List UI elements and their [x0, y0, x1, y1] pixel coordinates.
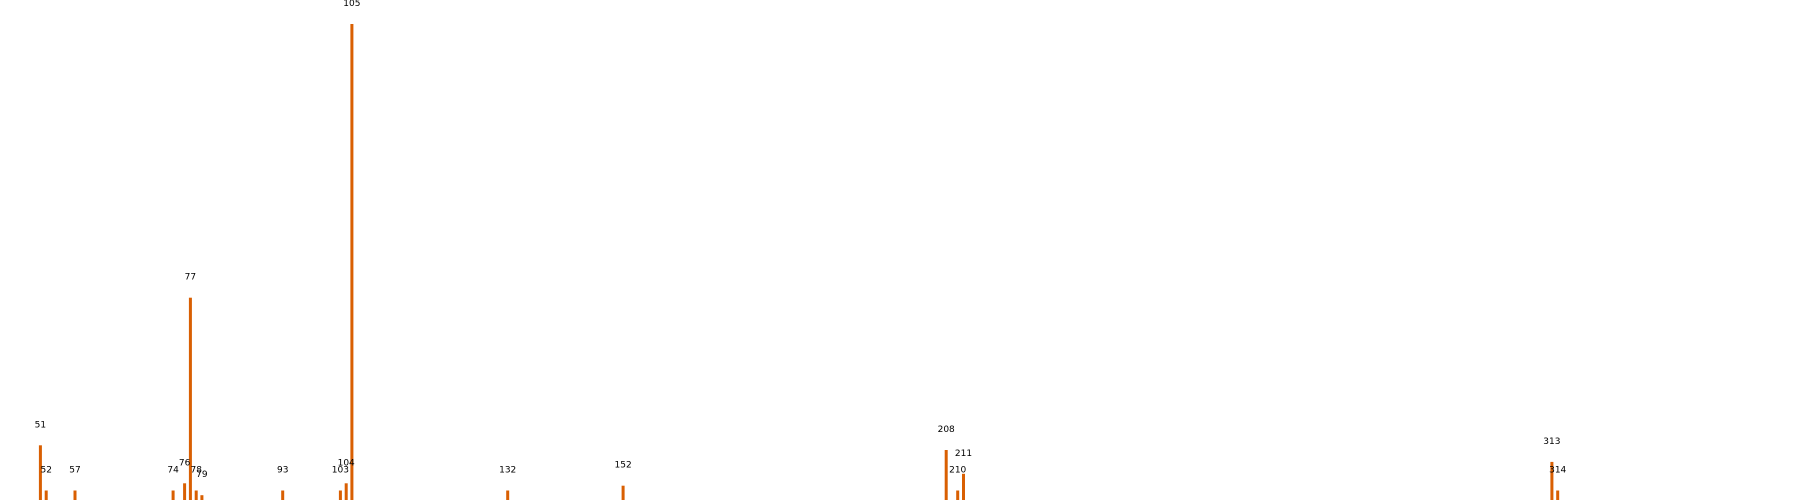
- peak-label: 79: [196, 470, 208, 480]
- peak-label: 105: [343, 0, 360, 9]
- peak-bar: [171, 490, 175, 500]
- peak-bar: [338, 490, 342, 500]
- peak-label: 52: [40, 466, 51, 476]
- peak-bar: [962, 473, 965, 500]
- peak-label: 76: [179, 458, 191, 468]
- peak-bar: [188, 297, 192, 500]
- peak-label: 314: [1549, 466, 1566, 476]
- peak-bar: [1556, 490, 1560, 500]
- peak-label: 51: [35, 420, 46, 430]
- peak-label: 103: [332, 466, 349, 476]
- peak-bar: [38, 445, 42, 500]
- peak-bar: [281, 490, 285, 500]
- peak-bar: [506, 490, 510, 500]
- peak-bar: [344, 483, 348, 500]
- peak-label: 93: [277, 466, 288, 476]
- peak-bar: [73, 490, 77, 500]
- peak-label: 211: [955, 449, 972, 459]
- peak-bars: [38, 24, 1560, 500]
- peak-bar: [956, 490, 960, 500]
- peak-label: 77: [185, 273, 196, 283]
- peak-label: 74: [167, 466, 179, 476]
- peak-bar: [44, 490, 48, 500]
- peak-label: 210: [949, 466, 966, 476]
- peak-bar: [194, 490, 198, 500]
- peak-label: 313: [1543, 437, 1560, 447]
- peak-bar: [1550, 461, 1554, 500]
- peak-label: 57: [69, 466, 80, 476]
- peak-label: 104: [338, 458, 355, 468]
- peak-label: 152: [615, 461, 632, 471]
- peak-bar: [350, 24, 354, 500]
- peak-bar: [200, 495, 204, 500]
- peak-bar: [183, 483, 187, 500]
- peak-label: 208: [938, 425, 955, 435]
- peak-label: 78: [190, 466, 202, 476]
- peak-label: 132: [499, 466, 516, 476]
- peak-bar: [621, 485, 625, 500]
- peak-bar: [944, 450, 948, 500]
